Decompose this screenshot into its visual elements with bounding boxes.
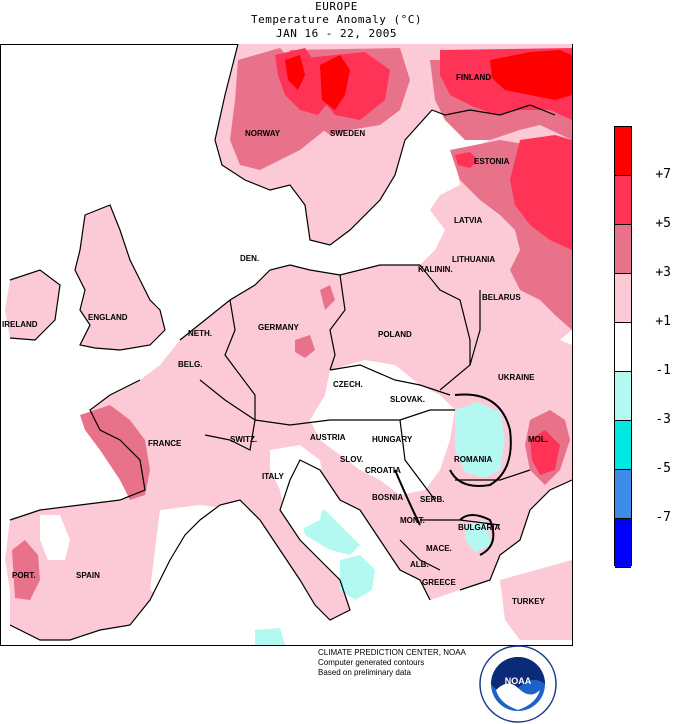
label-croatia: CROATIA: [365, 466, 401, 475]
legend-swatch: [615, 421, 631, 470]
label-ireland: IRELAND: [2, 320, 38, 329]
label-neth: NETH.: [188, 329, 212, 338]
label-latvia: LATVIA: [454, 216, 483, 225]
label-slov: SLOV.: [340, 455, 363, 464]
label-belg: BELG.: [178, 360, 202, 369]
legend-tick-label: +3: [655, 265, 671, 280]
label-mace: MACE.: [426, 544, 452, 553]
credit-line-1: CLIMATE PREDICTION CENTER, NOAA: [318, 648, 466, 657]
map-title: Temperature Anomaly (°C): [251, 13, 422, 26]
label-alb: ALB.: [410, 560, 429, 569]
legend-tick-label: +5: [655, 216, 671, 231]
label-bosnia: BOSNIA: [372, 493, 403, 502]
label-den: DEN.: [240, 254, 259, 263]
color-legend: [614, 126, 632, 568]
label-estonia: ESTONIA: [474, 157, 510, 166]
noaa-logo-text: NOAA: [505, 676, 532, 686]
credit-line-3: Based on preliminary data: [318, 668, 411, 677]
legend-swatch: [615, 323, 631, 372]
legend-swatch: [615, 176, 631, 225]
label-ukraine: UKRAINE: [498, 373, 535, 382]
contour-lines: [394, 393, 512, 556]
anomaly-above-7-areas: [285, 50, 572, 110]
label-italy: ITALY: [262, 472, 284, 481]
legend-tick-label: +7: [655, 167, 671, 182]
label-spain: SPAIN: [76, 571, 100, 580]
map-region-title: EUROPE: [315, 0, 358, 13]
label-finland: FINLAND: [456, 73, 491, 82]
legend-swatch: [615, 470, 631, 519]
label-czech: CZECH.: [333, 380, 363, 389]
label-bulgaria: BULGARIA: [458, 523, 500, 532]
label-port: PORT.: [12, 571, 36, 580]
legend-swatch: [615, 519, 631, 568]
label-kalinin: KALININ.: [418, 265, 453, 274]
noaa-logo: NOAA: [479, 645, 557, 723]
legend-tick-label: -7: [655, 510, 671, 525]
label-switz: SWITZ.: [230, 435, 257, 444]
legend-tick-label: -5: [655, 461, 671, 476]
label-turkey: TURKEY: [512, 597, 546, 606]
anomaly-map: NORWAY SWEDEN FINLAND ESTONIA LATVIA LIT…: [0, 44, 573, 646]
label-france: FRANCE: [148, 439, 182, 448]
borders: [9, 44, 573, 641]
legend-swatch: [615, 372, 631, 421]
legend-swatch: [615, 274, 631, 323]
label-lithuania: LITHUANIA: [452, 255, 495, 264]
map-dates: JAN 16 - 22, 2005: [275, 27, 398, 40]
label-romania: ROMANIA: [454, 455, 492, 464]
legend-tick-label: -3: [655, 412, 671, 427]
credit-line-2: Computer generated contours: [318, 658, 425, 667]
anomaly-neutral-areas: [40, 360, 455, 605]
label-germany: GERMANY: [258, 323, 300, 332]
label-austria: AUSTRIA: [310, 433, 346, 442]
label-greece: GREECE: [422, 578, 456, 587]
label-hungary: HUNGARY: [372, 435, 413, 444]
label-england: ENGLAND: [88, 313, 128, 322]
credits: CLIMATE PREDICTION CENTER, NOAA Computer…: [318, 648, 466, 678]
legend-swatch: [615, 127, 631, 176]
label-slovak: SLOVAK.: [390, 395, 425, 404]
label-mont: MONT.: [400, 516, 425, 525]
label-norway: NORWAY: [245, 129, 281, 138]
label-sweden: SWEDEN: [330, 129, 365, 138]
label-poland: POLAND: [378, 330, 412, 339]
legend-tick-label: -1: [655, 363, 671, 378]
country-labels: NORWAY SWEDEN FINLAND ESTONIA LATVIA LIT…: [2, 73, 548, 606]
label-moldova: MOL.: [528, 435, 548, 444]
label-serb: SERB.: [420, 495, 444, 504]
legend-swatch: [615, 225, 631, 274]
legend-tick-label: +1: [655, 314, 671, 329]
label-belarus: BELARUS: [482, 293, 521, 302]
